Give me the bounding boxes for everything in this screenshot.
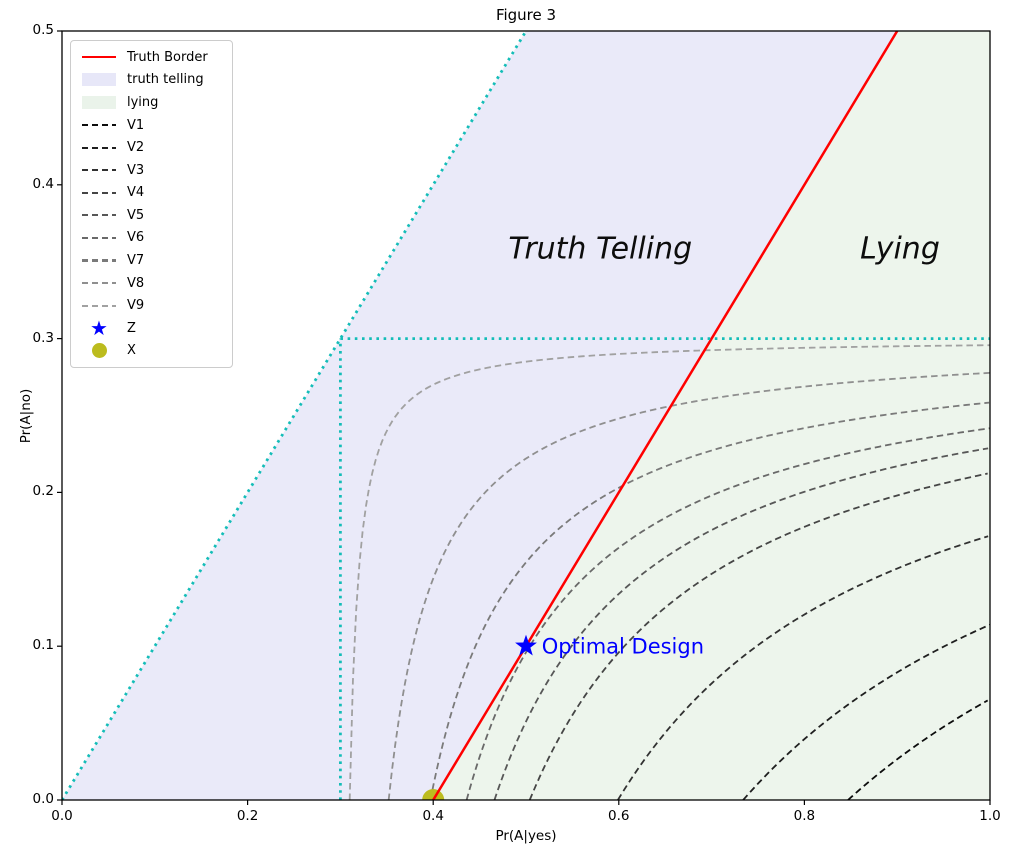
legend-entry-label: V6 — [127, 230, 145, 246]
y-tick-label: 0.2 — [32, 483, 54, 500]
legend-dashed-line-swatch — [81, 191, 117, 194]
figure-title: Figure 3 — [495, 6, 557, 24]
legend-entry-label: V5 — [127, 207, 145, 223]
legend-entry: V1 — [81, 114, 232, 137]
truth-border-line — [432, 31, 899, 800]
legend-entry-label: V8 — [127, 275, 145, 291]
legend-patch-swatch — [81, 73, 117, 87]
x-tick-label: 1.0 — [979, 808, 1001, 824]
legend-dashed-line-swatch — [81, 146, 117, 149]
legend-entry-label: truth telling — [127, 72, 204, 88]
legend-entry-label: V1 — [127, 117, 145, 133]
legend-dashed-line-swatch — [81, 281, 117, 285]
legend-dashed-line-swatch — [81, 304, 117, 307]
legend-entry: V6 — [81, 227, 232, 250]
legend-dashed-line-swatch — [81, 169, 117, 172]
annotation-lying: Lying — [860, 231, 940, 266]
v-curve-V3 — [617, 535, 989, 800]
y-tick-label: 0.1 — [32, 637, 54, 654]
legend: Truth Border truth telling lying V1 V2 V3 V4 V5… — [70, 40, 233, 368]
x-tick-label: 0.0 — [51, 808, 73, 824]
y-tick-label: 0.5 — [32, 22, 54, 38]
v-curve-V6 — [465, 427, 990, 800]
legend-entry: X — [81, 340, 232, 363]
legend-entry: V4 — [81, 181, 232, 204]
annotation-truth-telling: Truth Telling — [508, 231, 692, 266]
v-curve-V1 — [847, 699, 989, 800]
axes-frame — [61, 30, 991, 801]
legend-dashed-line-swatch — [81, 214, 117, 217]
legend-entry: truth telling — [81, 69, 232, 92]
v-curve-V5 — [493, 447, 989, 800]
region-truth-telling — [62, 31, 898, 800]
x-tick-label: 0.6 — [608, 808, 630, 824]
legend-entry-label: X — [127, 343, 136, 359]
legend-entry-label: V2 — [127, 140, 145, 156]
y-axis-label: Pr(A|no) — [18, 388, 34, 444]
region-lying — [433, 31, 990, 800]
legend-entry: lying — [81, 91, 232, 114]
legend-entry-label: lying — [127, 94, 159, 110]
x-tick-label: 0.4 — [422, 808, 444, 824]
legend-entry-label: Truth Border — [127, 49, 208, 65]
legend-entry-label: V3 — [127, 162, 145, 178]
legend-entry: V9 — [81, 294, 232, 317]
dot-icon — [81, 343, 117, 359]
legend-line-swatch — [81, 56, 117, 59]
v-curve-V8 — [387, 372, 990, 800]
legend-entry: ★ Z — [81, 317, 232, 340]
v-curve-V4 — [528, 472, 988, 800]
star-icon: ★ — [90, 316, 108, 341]
legend-entry-label: V4 — [127, 185, 145, 201]
x-tick-label: 0.2 — [236, 808, 259, 824]
legend-entry: V2 — [81, 136, 232, 159]
legend-entry: V5 — [81, 204, 232, 227]
legend-dashed-line-swatch — [81, 123, 117, 127]
legend-entry: V7 — [81, 249, 232, 272]
x-axis-label: Pr(A|yes) — [495, 828, 557, 844]
legend-dashed-line-swatch — [81, 236, 117, 239]
y-tick-label: 0.3 — [32, 329, 54, 346]
y-tick-label: 0.0 — [32, 791, 54, 807]
legend-entry-label: V9 — [127, 298, 145, 314]
v-curve-V7 — [429, 401, 990, 800]
legend-entry-label: Z — [127, 320, 136, 336]
x-tick-label: 0.8 — [793, 808, 816, 824]
legend-entry: Truth Border — [81, 46, 232, 69]
legend-patch-swatch — [81, 95, 117, 109]
legend-entry-label: V7 — [127, 252, 145, 268]
v-curve-V9 — [348, 344, 990, 800]
legend-entry: V8 — [81, 272, 232, 295]
y-tick-label: 0.4 — [32, 175, 54, 192]
annotation-optimal-design: Optimal Design — [542, 635, 704, 659]
legend-dashed-line-swatch — [81, 259, 117, 262]
legend-entry: V3 — [81, 159, 232, 182]
z-star-marker — [515, 634, 537, 656]
